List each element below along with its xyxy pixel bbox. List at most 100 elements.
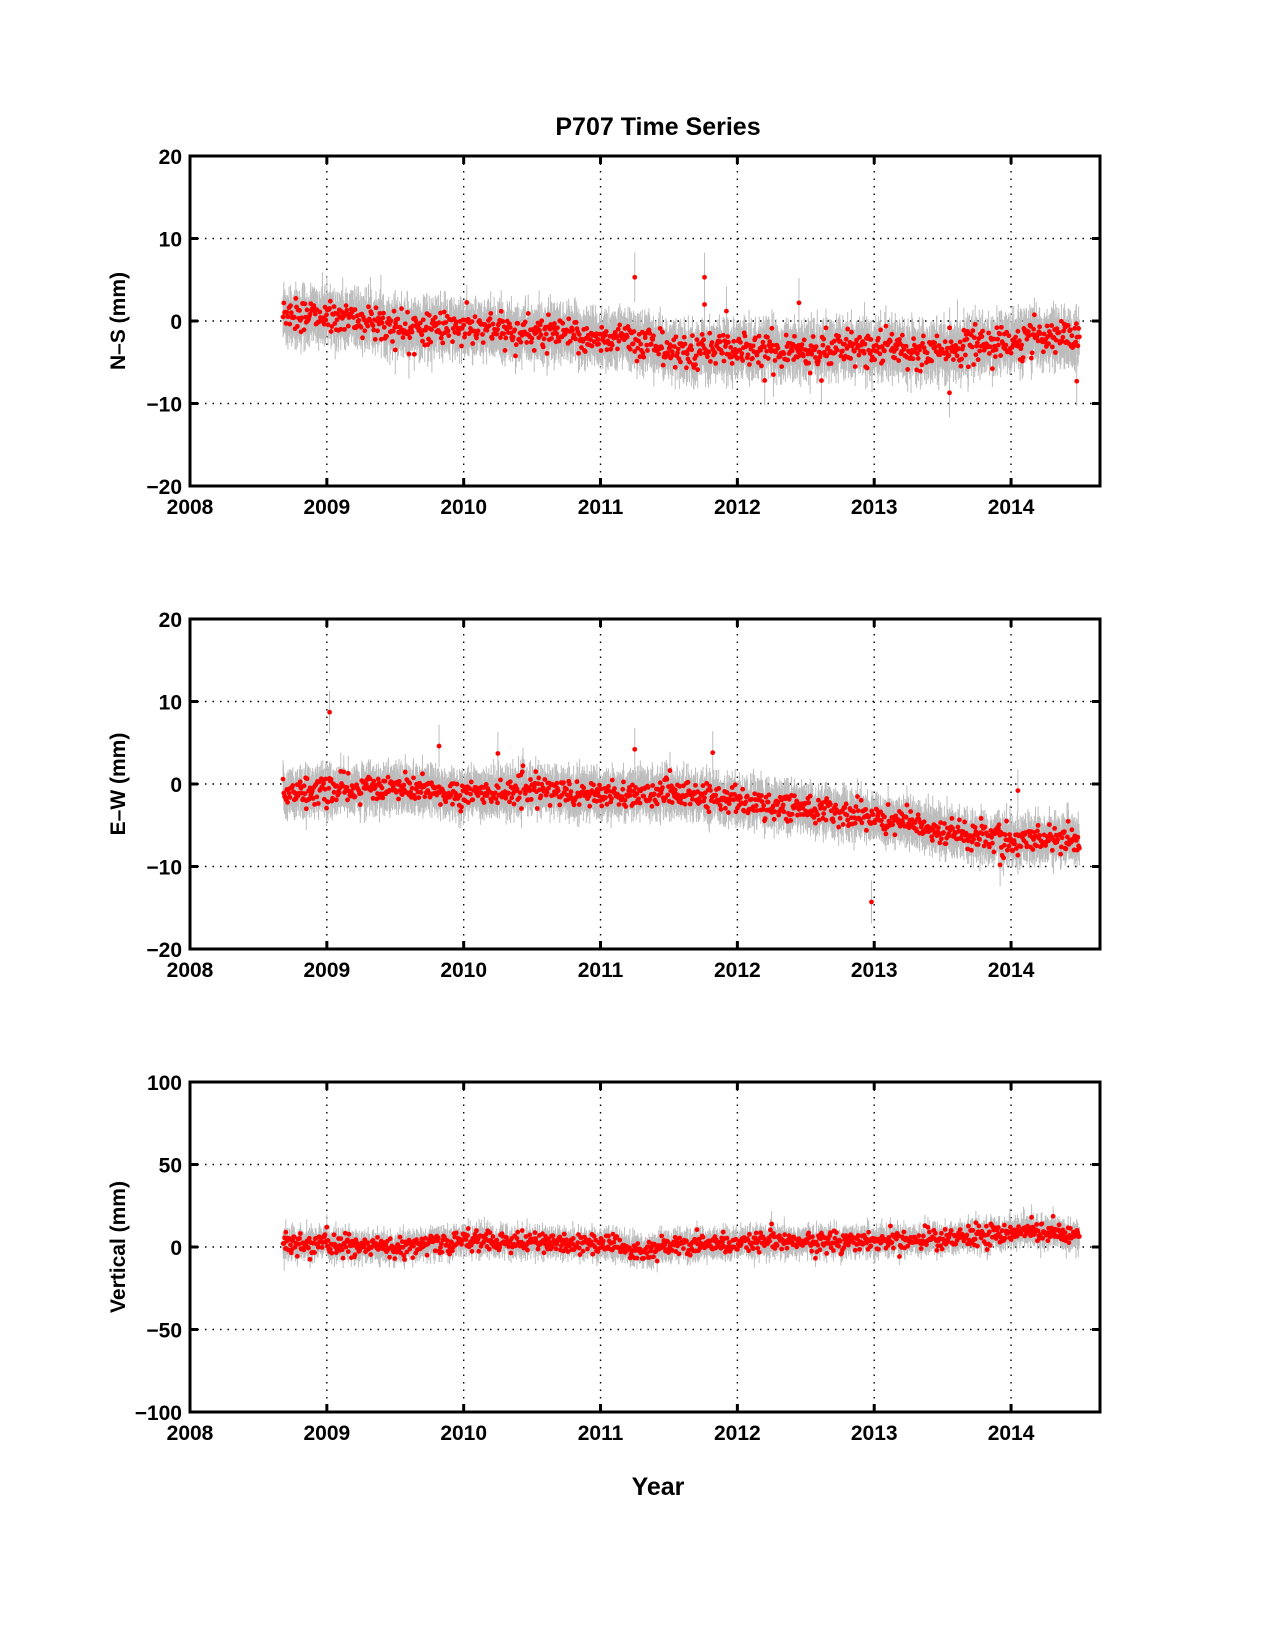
data-point bbox=[1024, 336, 1030, 342]
data-point bbox=[857, 334, 863, 340]
data-point bbox=[283, 321, 289, 326]
data-point bbox=[538, 332, 544, 338]
data-point bbox=[745, 352, 751, 358]
data-point bbox=[759, 363, 764, 369]
data-point bbox=[423, 324, 429, 330]
data-point bbox=[717, 339, 723, 345]
data-point bbox=[980, 328, 986, 334]
data-point bbox=[828, 361, 834, 366]
data-point bbox=[975, 357, 981, 363]
data-point bbox=[331, 304, 337, 310]
data-point bbox=[291, 314, 297, 320]
data-point bbox=[373, 305, 379, 311]
data-point bbox=[958, 363, 964, 369]
data-point bbox=[969, 344, 975, 350]
data-point bbox=[576, 332, 582, 337]
data-point bbox=[438, 310, 443, 316]
data-point bbox=[566, 316, 572, 322]
data-point bbox=[635, 345, 641, 351]
data-point bbox=[402, 321, 408, 327]
data-point bbox=[789, 348, 795, 354]
data-point bbox=[641, 354, 647, 360]
data-point bbox=[426, 312, 432, 318]
data-point bbox=[947, 325, 953, 331]
error-bars bbox=[282, 252, 1080, 418]
data-point bbox=[552, 321, 557, 326]
data-point bbox=[546, 312, 551, 318]
data-point bbox=[624, 334, 630, 340]
data-point bbox=[617, 322, 623, 328]
data-point bbox=[317, 309, 323, 315]
data-point bbox=[929, 358, 935, 364]
data-point bbox=[660, 329, 665, 335]
data-point bbox=[702, 274, 707, 280]
data-point bbox=[518, 339, 524, 345]
data-point bbox=[720, 350, 725, 356]
data-point bbox=[878, 327, 884, 333]
data-point bbox=[660, 362, 666, 368]
data-point bbox=[510, 334, 516, 340]
data-point bbox=[964, 336, 970, 342]
data-point bbox=[616, 338, 622, 344]
data-point bbox=[1075, 343, 1081, 349]
data-point bbox=[582, 349, 588, 354]
data-point bbox=[474, 335, 479, 341]
data-point bbox=[735, 355, 740, 361]
data-point bbox=[962, 352, 968, 358]
data-point bbox=[596, 341, 602, 347]
data-point bbox=[609, 342, 615, 348]
data-point bbox=[720, 332, 726, 338]
data-point bbox=[556, 338, 562, 344]
data-point bbox=[480, 331, 485, 337]
data-point bbox=[1069, 333, 1075, 339]
data-point bbox=[519, 332, 525, 338]
data-point bbox=[1071, 343, 1077, 349]
data-point bbox=[656, 351, 662, 357]
data-point bbox=[753, 335, 758, 341]
data-point bbox=[852, 348, 857, 354]
data-point bbox=[571, 332, 577, 338]
data-point bbox=[1020, 355, 1026, 360]
data-point bbox=[1067, 327, 1073, 333]
data-point bbox=[360, 335, 365, 341]
data-point bbox=[498, 335, 503, 340]
data-point bbox=[1060, 334, 1066, 340]
data-point bbox=[450, 339, 455, 345]
data-point bbox=[989, 366, 995, 372]
data-point bbox=[992, 354, 998, 360]
data-point bbox=[876, 335, 881, 341]
data-point bbox=[525, 311, 531, 316]
data-point bbox=[486, 323, 492, 329]
data-point bbox=[438, 335, 444, 341]
data-point bbox=[487, 316, 493, 322]
data-point bbox=[862, 341, 868, 347]
data-point bbox=[284, 309, 290, 315]
data-point bbox=[488, 310, 494, 316]
data-point bbox=[567, 338, 573, 344]
data-point bbox=[288, 303, 293, 309]
data-point bbox=[792, 333, 797, 339]
data-point bbox=[807, 370, 813, 376]
data-point bbox=[888, 338, 893, 344]
data-point bbox=[387, 322, 392, 327]
data-point bbox=[1052, 350, 1058, 355]
figure-title: P707 Time Series bbox=[555, 113, 760, 141]
data-point bbox=[462, 331, 468, 337]
data-point bbox=[634, 358, 640, 364]
data-point bbox=[682, 341, 688, 347]
data-point bbox=[323, 317, 329, 323]
data-point bbox=[750, 343, 756, 349]
data-point bbox=[450, 326, 456, 331]
x-tick-label: 2012 bbox=[714, 496, 761, 519]
data-point bbox=[799, 342, 805, 348]
data-point bbox=[917, 347, 923, 353]
data-point bbox=[407, 335, 413, 341]
data-point bbox=[446, 333, 452, 339]
data-point bbox=[673, 334, 679, 340]
data-point bbox=[1025, 329, 1031, 335]
data-point bbox=[838, 353, 844, 359]
data-point bbox=[584, 326, 590, 331]
data-point bbox=[801, 337, 807, 343]
data-point bbox=[325, 322, 331, 328]
data-point bbox=[490, 321, 496, 327]
